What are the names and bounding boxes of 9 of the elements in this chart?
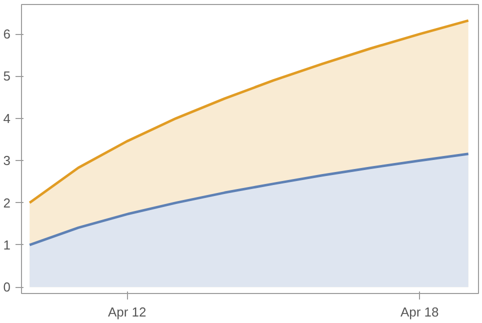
- y-tick-label: 2: [3, 195, 11, 210]
- y-tick-label: 0: [3, 280, 11, 295]
- y-tick-label: 6: [3, 26, 11, 42]
- y-tick-label: 1: [3, 237, 11, 252]
- y-tick-label: 4: [3, 110, 11, 126]
- x-tick-label: Apr 12: [108, 304, 146, 320]
- y-tick-label: 5: [3, 68, 11, 84]
- y-tick-label: 3: [3, 153, 11, 168]
- x-tick-label: Apr 18: [400, 304, 439, 320]
